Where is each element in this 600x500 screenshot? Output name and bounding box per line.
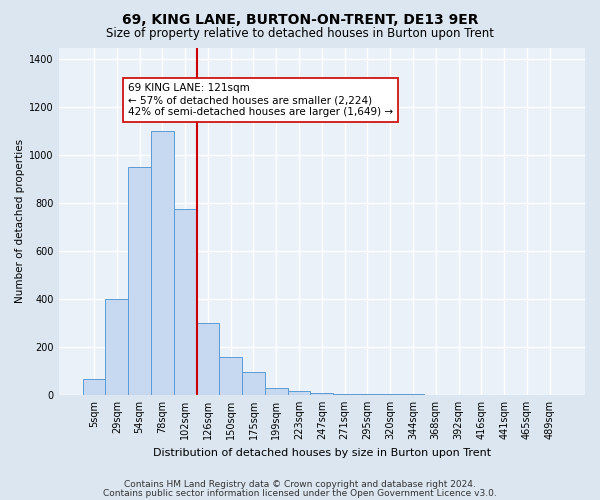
Bar xyxy=(219,356,242,395)
Bar xyxy=(356,394,379,395)
Bar xyxy=(174,209,197,395)
Bar xyxy=(83,380,106,395)
Y-axis label: Number of detached properties: Number of detached properties xyxy=(15,139,25,304)
Bar xyxy=(242,372,265,395)
Text: 69 KING LANE: 121sqm
← 57% of detached houses are smaller (2,224)
42% of semi-de: 69 KING LANE: 121sqm ← 57% of detached h… xyxy=(128,84,393,116)
Bar xyxy=(265,388,287,395)
Bar xyxy=(197,323,219,395)
Bar xyxy=(128,168,151,395)
Text: Contains HM Land Registry data © Crown copyright and database right 2024.: Contains HM Land Registry data © Crown c… xyxy=(124,480,476,489)
Text: 69, KING LANE, BURTON-ON-TRENT, DE13 9ER: 69, KING LANE, BURTON-ON-TRENT, DE13 9ER xyxy=(122,12,478,26)
Text: Contains public sector information licensed under the Open Government Licence v3: Contains public sector information licen… xyxy=(103,488,497,498)
Text: Size of property relative to detached houses in Burton upon Trent: Size of property relative to detached ho… xyxy=(106,28,494,40)
Bar xyxy=(333,394,356,395)
Bar xyxy=(151,132,174,395)
X-axis label: Distribution of detached houses by size in Burton upon Trent: Distribution of detached houses by size … xyxy=(153,448,491,458)
Bar xyxy=(106,299,128,395)
Bar xyxy=(287,392,310,395)
Bar xyxy=(310,392,333,395)
